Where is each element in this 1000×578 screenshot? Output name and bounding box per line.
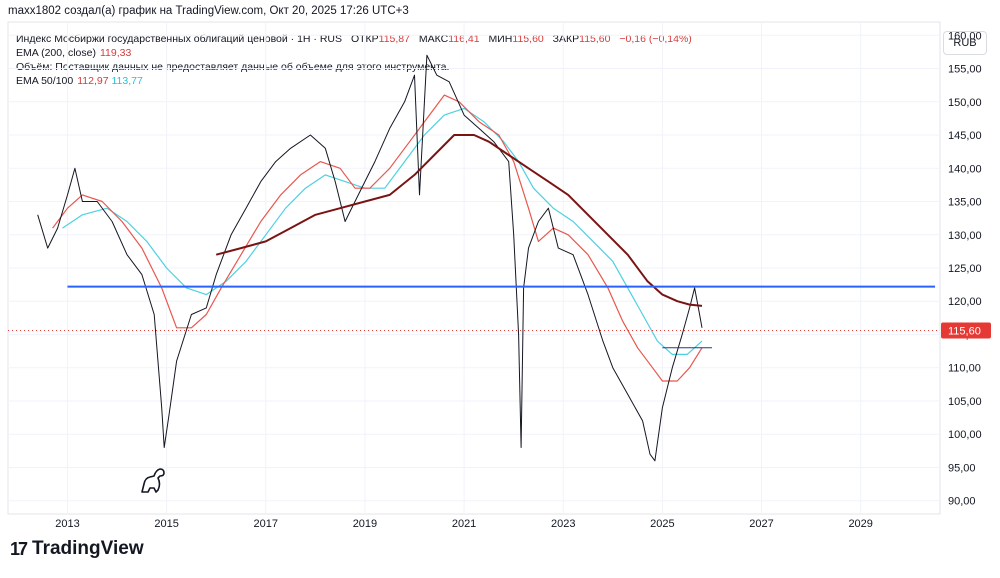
y-tick-label: 90,00: [948, 496, 976, 508]
y-tick-label: 155,00: [948, 64, 982, 76]
chart-legend: Индекс Мосбиржи государственных облигаци…: [16, 32, 692, 88]
currency-button[interactable]: RUB: [943, 31, 987, 55]
y-axis: 160,00 155,00 150,00 145,00 140,00 135,00 130,…: [948, 30, 982, 507]
brand-logo[interactable]: 17 TradingView: [10, 538, 144, 560]
chart-caption: maxx1802 создал(а) график на TradingView…: [8, 5, 409, 17]
y-tick-label: 95,00: [948, 462, 976, 474]
x-tick-label: 2027: [749, 518, 773, 530]
y-tick-label: 140,00: [948, 163, 982, 175]
open-value: 115,87: [378, 33, 410, 45]
ema-pair-label: EMA 50/100: [16, 75, 74, 87]
x-axis: 2013 2015 2017 2019 2021 2023 2025 2027 2029: [55, 518, 873, 530]
ema100-value: 113,77: [111, 75, 143, 87]
ema50-value: 112,97: [77, 75, 109, 87]
ema200-value: 119,33: [99, 47, 132, 59]
y-tick-label: 160,00: [948, 30, 982, 42]
series-line-ema-200: [215, 134, 703, 307]
x-tick-label: 2015: [154, 518, 178, 530]
close-value: 115,60: [579, 33, 611, 45]
tradingview-icon: 17: [10, 538, 28, 559]
high-label: МАКС: [418, 33, 449, 45]
legend-ohlc-row: Индекс Мосбиржи государственных облигаци…: [16, 32, 692, 46]
change-value: −0,16 (−0,14%): [619, 33, 692, 45]
x-tick-label: 2023: [551, 518, 575, 530]
legend-volume-row: Объём: Поставщик данных не предоставляет…: [16, 60, 692, 74]
y-tick-label: 120,00: [948, 296, 982, 308]
series-line-ema-100: [62, 107, 703, 355]
x-tick-label: 2021: [452, 518, 476, 530]
legend-ema200-row[interactable]: EMA (200, close) 119,33: [16, 46, 692, 60]
last-price-tag: [941, 322, 991, 339]
close-label: ЗАКР: [552, 33, 580, 45]
y-tick-label: 145,00: [948, 130, 982, 142]
brand-name: TradingView: [32, 538, 144, 559]
series-line-price: [37, 54, 703, 462]
x-tick-label: 2013: [55, 518, 79, 530]
legend-title: Индекс Мосбиржи государственных облигаци…: [16, 33, 343, 45]
x-tick-label: 2029: [848, 518, 872, 530]
dinosaur-icon[interactable]: [141, 468, 165, 493]
series-layer: [37, 54, 703, 462]
y-tick-label: 135,00: [948, 197, 982, 209]
gridlines: [8, 22, 940, 514]
x-tick-label: 2025: [650, 518, 674, 530]
ema200-label: EMA (200, close): [16, 47, 96, 59]
low-value: 115,60: [512, 33, 544, 45]
legend-ema-pair-row[interactable]: EMA 50/100 112,97 113,77: [16, 74, 692, 88]
y-tick-label: 125,00: [948, 263, 982, 275]
low-label: МИН: [488, 33, 513, 45]
y-tick-label: 100,00: [948, 429, 982, 441]
y-tick-label: 105,00: [948, 396, 982, 408]
x-tick-label: 2019: [353, 518, 377, 530]
last-price-tag-text: 115,60: [948, 325, 981, 337]
volume-note: Объём: Поставщик данных не предоставляет…: [16, 61, 450, 73]
levels-layer: [67, 285, 936, 349]
y-tick-label: 130,00: [948, 230, 982, 242]
last-price-layer: 115,60: [8, 322, 991, 339]
series-line-ema-50: [52, 94, 703, 382]
x-tick-label: 2017: [254, 518, 278, 530]
y-tick-label: 110,00: [948, 363, 981, 375]
y-tick-label: 150,00: [948, 97, 982, 109]
